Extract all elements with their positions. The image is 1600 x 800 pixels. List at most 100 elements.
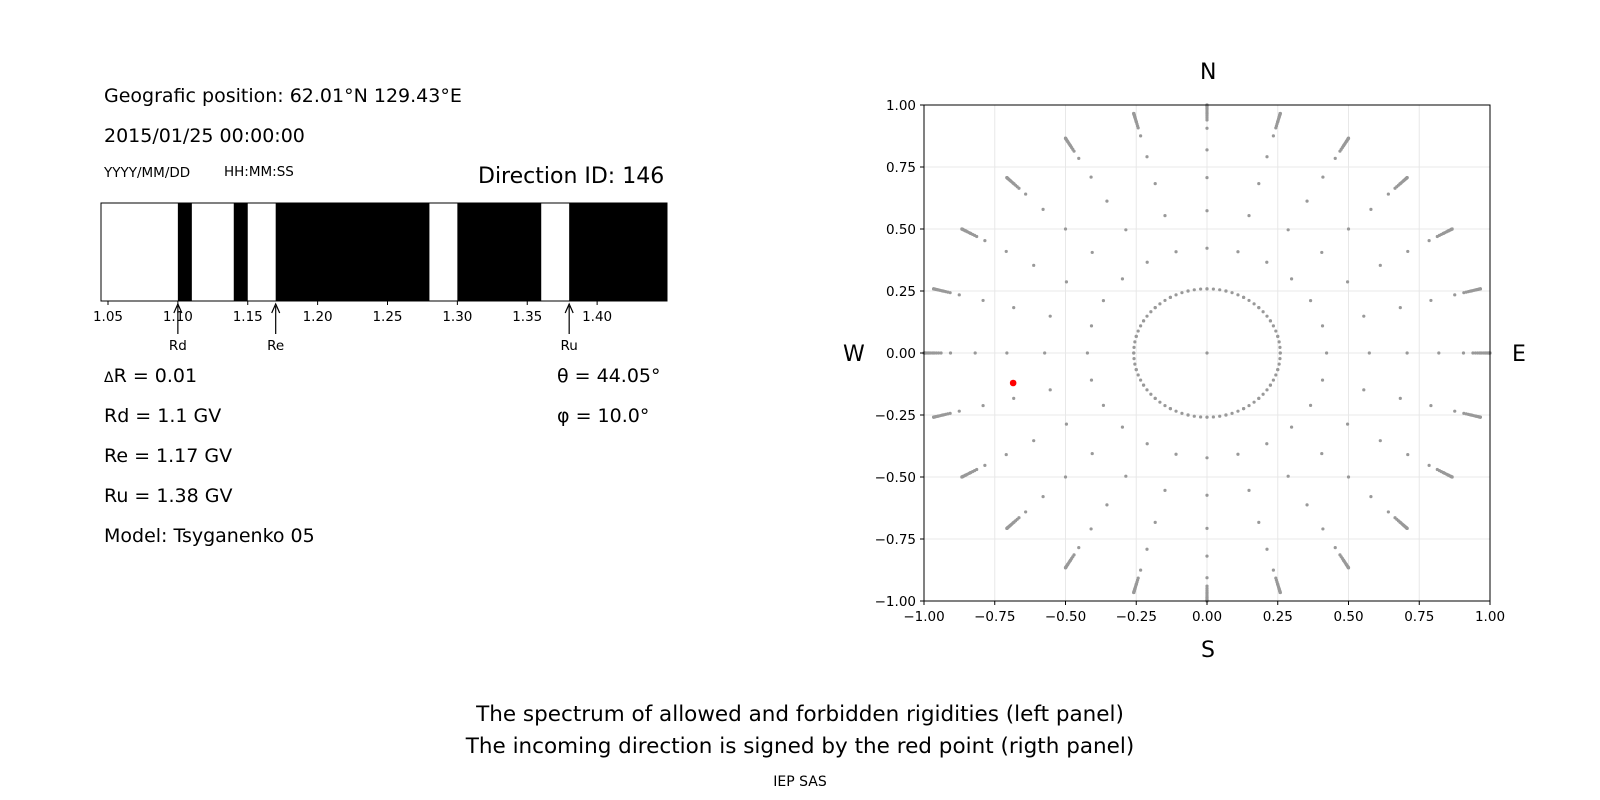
grid-point bbox=[1149, 310, 1153, 314]
grid-point bbox=[1271, 134, 1275, 138]
grid-point bbox=[1478, 287, 1482, 291]
skymap-x-tick-label: −1.00 bbox=[903, 609, 944, 625]
grid-point bbox=[1305, 503, 1309, 507]
grid-point bbox=[1236, 293, 1240, 297]
theta-value: θ = 44.05° bbox=[557, 365, 661, 387]
direction-scatter-chart: −1.00 −0.75 −0.50 −0.25 0.00 0.25 0.50 0.75 1.00… bbox=[875, 98, 1505, 625]
spectrum-frame bbox=[100, 202, 668, 302]
skymap-x-tick-label: −0.50 bbox=[1045, 609, 1086, 625]
grid-point bbox=[1276, 334, 1280, 338]
grid-point bbox=[1186, 289, 1190, 293]
grid-point bbox=[1268, 319, 1273, 323]
grid-point bbox=[1406, 249, 1410, 254]
grid-point bbox=[1145, 260, 1149, 264]
grid-point bbox=[1174, 293, 1178, 297]
grid-point bbox=[1005, 351, 1009, 355]
grid-point bbox=[1101, 403, 1106, 408]
grid-point bbox=[1230, 411, 1234, 415]
grid-point bbox=[1369, 207, 1373, 211]
grid-point bbox=[1276, 368, 1280, 372]
grid-point bbox=[1257, 520, 1261, 524]
skymap-x-tick-label: −0.75 bbox=[974, 609, 1015, 625]
grid-point bbox=[1163, 213, 1167, 218]
grid-point bbox=[1265, 314, 1269, 318]
marker-arrowhead-rd bbox=[173, 302, 183, 314]
grid-point bbox=[1005, 526, 1009, 530]
skymap-x-tick-label: 1.00 bbox=[1475, 609, 1505, 625]
skymap-y-tick-label: −0.75 bbox=[875, 532, 916, 548]
marker-arrowhead-re bbox=[271, 302, 281, 314]
grid-point bbox=[948, 351, 953, 355]
grid-point bbox=[1134, 368, 1138, 372]
marker-arrowhead-ru bbox=[564, 302, 574, 314]
grid-point bbox=[1153, 520, 1157, 524]
grid-point bbox=[1437, 351, 1441, 355]
skymap-y-tick-label: 0.25 bbox=[886, 284, 916, 300]
grid-point bbox=[1405, 526, 1409, 530]
grid-point bbox=[1145, 547, 1149, 551]
grid-point bbox=[1168, 295, 1172, 300]
phi-value: φ = 10.0° bbox=[557, 405, 650, 427]
grid-point bbox=[1406, 452, 1410, 457]
grid-point bbox=[1089, 527, 1093, 531]
grid-point bbox=[1320, 324, 1325, 328]
grid-point bbox=[1453, 409, 1457, 413]
grid-point bbox=[1163, 403, 1167, 408]
grid-point bbox=[1124, 474, 1128, 478]
grid-point bbox=[1153, 182, 1157, 186]
grid-point bbox=[1242, 406, 1246, 411]
grid-point bbox=[1192, 288, 1196, 292]
spectrum-tick-label: 1.15 bbox=[233, 309, 263, 325]
grid-point bbox=[1346, 566, 1351, 570]
grid-point bbox=[1224, 289, 1228, 293]
grid-point bbox=[1286, 474, 1290, 478]
grid-point bbox=[1305, 199, 1309, 203]
grid-point bbox=[1308, 298, 1313, 303]
grid-point bbox=[1205, 415, 1209, 419]
grid-point bbox=[1041, 495, 1045, 499]
grid-point bbox=[1132, 111, 1136, 116]
grid-point bbox=[1321, 527, 1325, 531]
grid-point bbox=[1325, 351, 1329, 355]
grid-point bbox=[960, 475, 964, 479]
grid-point bbox=[1345, 280, 1350, 284]
grid-point bbox=[1321, 175, 1325, 179]
incoming-direction-point bbox=[1009, 379, 1017, 387]
grid-point bbox=[1274, 329, 1278, 333]
skymap-y-tick-label: −0.25 bbox=[875, 408, 916, 424]
grid-point bbox=[1278, 111, 1282, 116]
grid-point bbox=[1242, 295, 1246, 300]
grid-point bbox=[1158, 302, 1162, 306]
grid-point bbox=[1064, 280, 1069, 284]
skymap-y-tick-label: 0.50 bbox=[886, 222, 916, 238]
grid-point bbox=[1289, 425, 1294, 429]
grid-point bbox=[1063, 227, 1068, 231]
grid-point bbox=[1218, 288, 1222, 292]
geographic-position: Geografic position: 62.01°N 129.43°E bbox=[104, 85, 462, 107]
grid-point bbox=[1230, 291, 1234, 295]
grid-point bbox=[1205, 287, 1209, 291]
grid-point bbox=[1461, 351, 1466, 355]
grid-point bbox=[1149, 392, 1153, 396]
grid-point bbox=[1320, 451, 1324, 456]
south-label: S bbox=[1201, 638, 1215, 663]
grid-point bbox=[1211, 415, 1215, 419]
grid-point bbox=[1478, 415, 1482, 419]
grid-point bbox=[957, 293, 961, 297]
grid-point bbox=[1257, 306, 1261, 310]
grid-point bbox=[1471, 351, 1475, 355]
grid-point bbox=[1004, 452, 1008, 457]
grid-point bbox=[932, 287, 936, 291]
delta-r: ΔR = 0.01 bbox=[104, 365, 197, 387]
north-label: N bbox=[1200, 60, 1217, 85]
grid-point bbox=[1192, 414, 1196, 418]
forbidden-band-2 bbox=[275, 203, 430, 301]
grid-point bbox=[1386, 510, 1390, 514]
grid-point bbox=[1265, 260, 1269, 264]
delta-symbol: Δ bbox=[104, 370, 114, 386]
grid-point bbox=[1158, 400, 1162, 404]
grid-point bbox=[1261, 392, 1265, 396]
grid-point bbox=[1473, 351, 1477, 355]
forbidden-band-1 bbox=[233, 203, 248, 301]
